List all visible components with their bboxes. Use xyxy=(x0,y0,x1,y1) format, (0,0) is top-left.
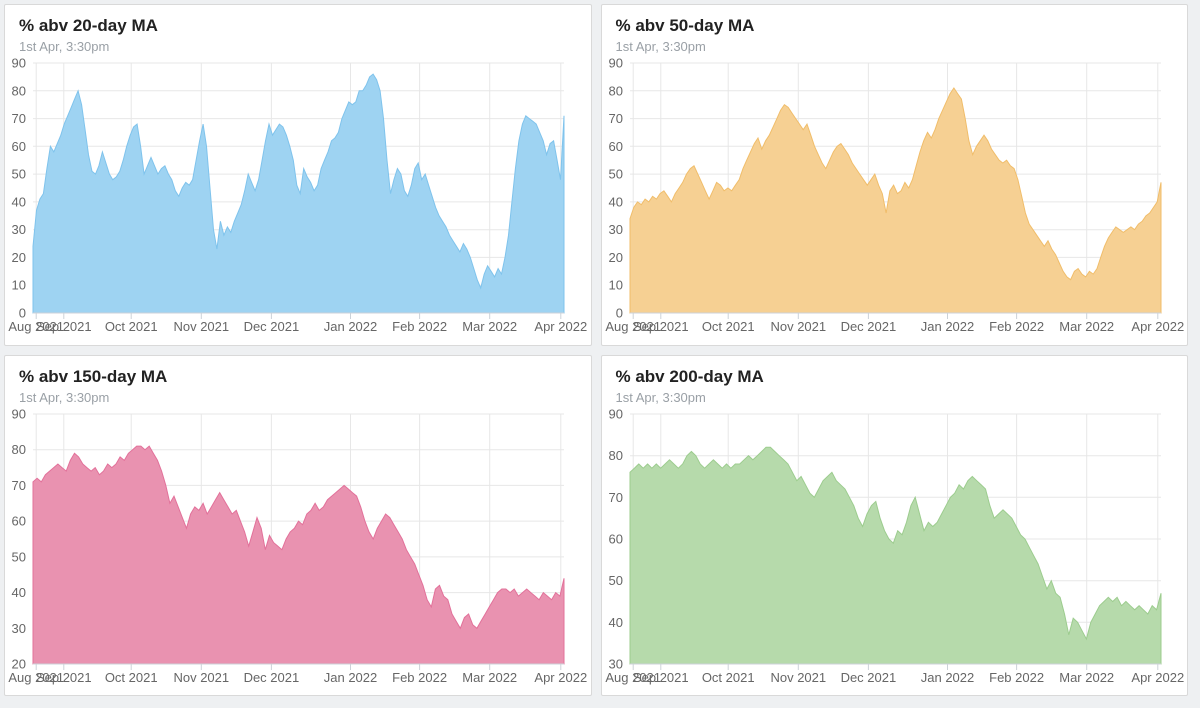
svg-text:70: 70 xyxy=(608,111,622,126)
chart-subtitle: 1st Apr, 3:30pm xyxy=(615,389,706,405)
svg-text:Sep 2021: Sep 2021 xyxy=(632,670,688,685)
svg-text:Feb 2022: Feb 2022 xyxy=(392,319,447,334)
chart-subtitle: 1st Apr, 3:30pm xyxy=(19,39,110,54)
svg-text:0: 0 xyxy=(19,306,26,321)
svg-text:30: 30 xyxy=(608,222,622,237)
chart-title: % abv 200-day MA xyxy=(615,366,764,386)
chart-header-200-day: % abv 200-day MA 1st Apr, 3:30pm xyxy=(602,356,1188,406)
chart-title: % abv 150-day MA xyxy=(19,366,168,386)
chart-title: % abv 20-day MA xyxy=(19,16,158,35)
svg-text:Mar 2022: Mar 2022 xyxy=(1059,670,1114,685)
svg-text:Oct 2021: Oct 2021 xyxy=(105,319,158,334)
svg-text:Jan 2022: Jan 2022 xyxy=(920,319,974,334)
svg-text:50: 50 xyxy=(608,573,622,588)
svg-text:80: 80 xyxy=(12,442,26,457)
svg-text:Feb 2022: Feb 2022 xyxy=(989,670,1044,685)
svg-text:60: 60 xyxy=(608,531,622,546)
svg-text:Mar 2022: Mar 2022 xyxy=(462,319,517,334)
svg-text:Dec 2021: Dec 2021 xyxy=(244,670,300,685)
svg-text:0: 0 xyxy=(615,306,622,321)
svg-text:Aug 2021: Aug 2021 xyxy=(8,319,64,334)
svg-text:60: 60 xyxy=(12,139,26,154)
svg-text:Oct 2021: Oct 2021 xyxy=(701,319,754,334)
svg-text:Dec 2021: Dec 2021 xyxy=(840,319,896,334)
svg-text:Feb 2022: Feb 2022 xyxy=(989,319,1044,334)
svg-text:Jan 2022: Jan 2022 xyxy=(920,670,974,685)
chart-card-150-day-ma: % abv 150-day MA 1st Apr, 3:30pm 20 30 40 5… xyxy=(4,354,592,696)
svg-text:Apr 2022: Apr 2022 xyxy=(1131,319,1184,334)
svg-text:Dec 2021: Dec 2021 xyxy=(840,670,896,685)
chart-subtitle: 1st Apr, 3:30pm xyxy=(615,39,706,54)
chart-header-50-day: % abv 50-day MA 1st Apr, 3:30pm xyxy=(602,5,1188,55)
svg-text:30: 30 xyxy=(12,222,26,237)
svg-text:Sep 2021: Sep 2021 xyxy=(36,670,92,685)
svg-text:90: 90 xyxy=(12,57,26,71)
svg-text:Nov 2021: Nov 2021 xyxy=(770,319,826,334)
svg-text:Feb 2022: Feb 2022 xyxy=(392,670,447,685)
svg-text:Aug 2021: Aug 2021 xyxy=(605,670,661,685)
svg-text:90: 90 xyxy=(12,408,26,422)
svg-text:10: 10 xyxy=(12,278,26,293)
svg-text:Apr 2022: Apr 2022 xyxy=(1131,670,1184,685)
svg-text:10: 10 xyxy=(608,278,622,293)
chart-title: % abv 50-day MA xyxy=(615,16,755,35)
chart-subtitle: 1st Apr, 3:30pm xyxy=(19,389,110,405)
chart-header-150-day: % abv 150-day MA 1st Apr, 3:30pm xyxy=(5,356,591,406)
svg-text:20: 20 xyxy=(12,250,26,265)
svg-text:Jan 2022: Jan 2022 xyxy=(324,670,378,685)
svg-text:60: 60 xyxy=(608,139,622,154)
chart-card-200-day-ma: % abv 200-day MA 1st Apr, 3:30pm 30 40 50 6… xyxy=(600,354,1189,696)
svg-text:Apr 2022: Apr 2022 xyxy=(534,319,587,334)
svg-text:Sep 2021: Sep 2021 xyxy=(632,319,688,334)
svg-text:70: 70 xyxy=(12,111,26,126)
svg-text:Mar 2022: Mar 2022 xyxy=(462,670,517,685)
svg-text:Nov 2021: Nov 2021 xyxy=(173,319,229,334)
svg-text:Apr 2022: Apr 2022 xyxy=(534,670,587,685)
svg-text:40: 40 xyxy=(608,194,622,209)
chart-card-50-day-ma: % abv 50-day MA 1st Apr, 3:30pm 0 10 20 30 4… xyxy=(600,4,1189,346)
svg-text:Nov 2021: Nov 2021 xyxy=(173,670,229,685)
svg-text:70: 70 xyxy=(12,477,26,492)
svg-text:50: 50 xyxy=(12,549,26,564)
svg-text:90: 90 xyxy=(608,408,622,422)
svg-text:Aug 2021: Aug 2021 xyxy=(605,319,661,334)
svg-text:Sep 2021: Sep 2021 xyxy=(36,319,92,334)
svg-text:Dec 2021: Dec 2021 xyxy=(244,319,300,334)
chart-card-20-day-ma: % abv 20-day MA 1st Apr, 3:30pm 0 10 20 30 4… xyxy=(4,4,592,346)
svg-text:30: 30 xyxy=(12,620,26,635)
svg-text:70: 70 xyxy=(608,489,622,504)
svg-text:80: 80 xyxy=(608,448,622,463)
svg-text:Oct 2021: Oct 2021 xyxy=(701,670,754,685)
chart-header-20-day: % abv 20-day MA 1st Apr, 3:30pm xyxy=(5,5,591,55)
svg-text:Jan 2022: Jan 2022 xyxy=(324,319,378,334)
svg-text:Aug 2021: Aug 2021 xyxy=(8,670,64,685)
svg-text:80: 80 xyxy=(12,83,26,98)
svg-text:40: 40 xyxy=(12,585,26,600)
svg-text:20: 20 xyxy=(12,656,26,671)
svg-text:20: 20 xyxy=(608,250,622,265)
svg-text:40: 40 xyxy=(608,614,622,629)
svg-text:Mar 2022: Mar 2022 xyxy=(1059,319,1114,334)
svg-text:30: 30 xyxy=(608,656,622,671)
svg-text:Oct 2021: Oct 2021 xyxy=(105,670,158,685)
svg-text:60: 60 xyxy=(12,513,26,528)
svg-text:80: 80 xyxy=(608,83,622,98)
svg-text:Nov 2021: Nov 2021 xyxy=(770,670,826,685)
svg-text:50: 50 xyxy=(608,167,622,182)
svg-text:50: 50 xyxy=(12,167,26,182)
svg-text:90: 90 xyxy=(608,57,622,71)
svg-text:40: 40 xyxy=(12,194,26,209)
